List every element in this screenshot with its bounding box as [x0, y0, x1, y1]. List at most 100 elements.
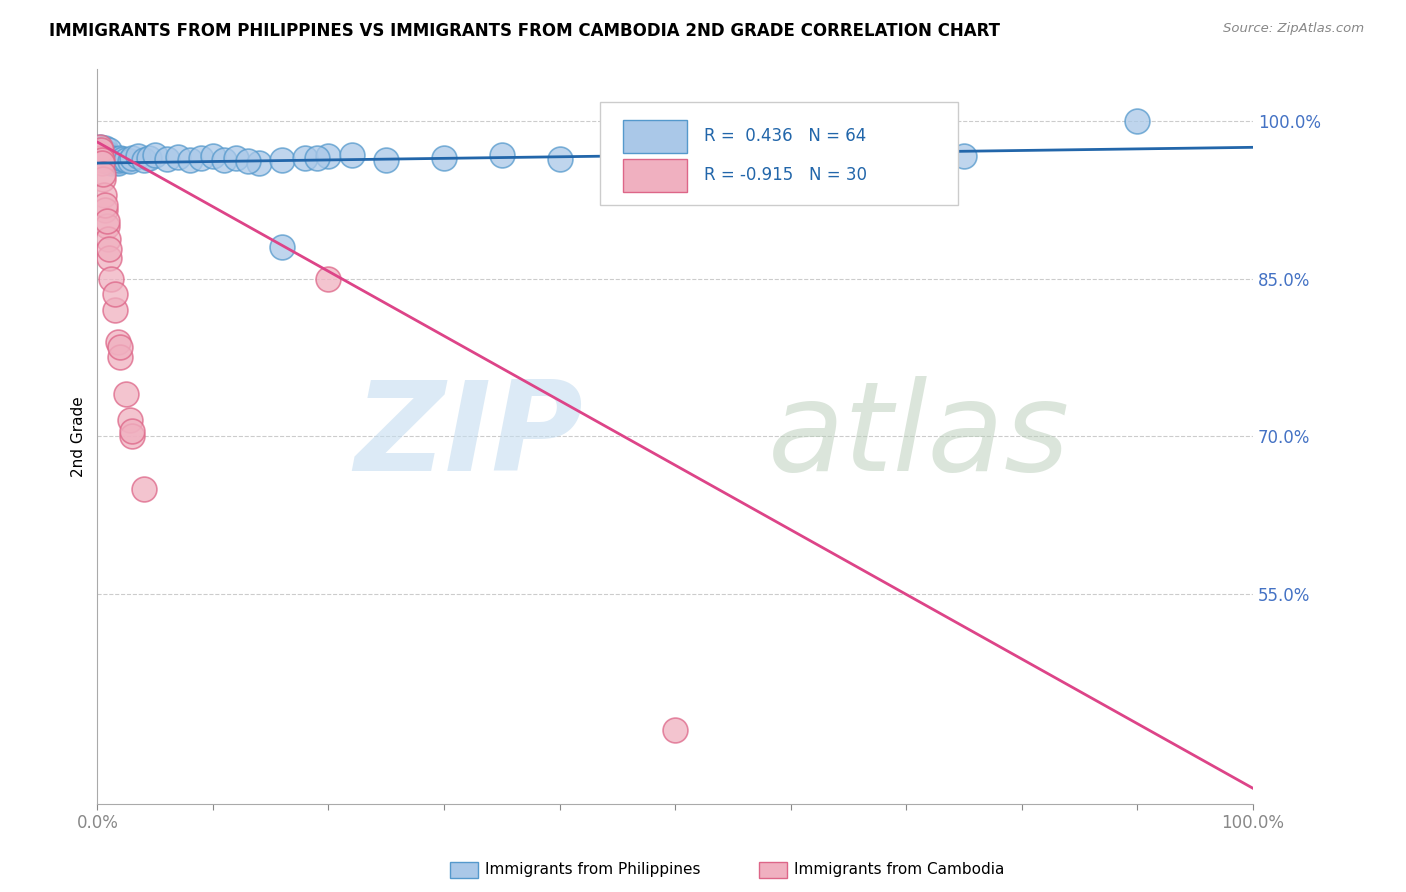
Point	[271, 240, 294, 254]
Point	[896, 151, 918, 165]
Point	[294, 151, 316, 165]
Point	[89, 147, 111, 161]
Text: atlas: atlas	[768, 376, 1070, 497]
Text: IMMIGRANTS FROM PHILIPPINES VS IMMIGRANTS FROM CAMBODIA 2ND GRADE CORRELATION CH: IMMIGRANTS FROM PHILIPPINES VS IMMIGRANT…	[49, 22, 1000, 40]
Point	[132, 482, 155, 496]
Point	[87, 145, 110, 160]
Point	[91, 156, 114, 170]
Point	[87, 145, 110, 160]
Point	[118, 413, 141, 427]
Point	[121, 424, 143, 438]
Point	[97, 251, 120, 265]
Point	[110, 340, 132, 354]
Point	[548, 152, 571, 166]
Text: Source: ZipAtlas.com: Source: ZipAtlas.com	[1223, 22, 1364, 36]
Point	[94, 153, 117, 167]
Point	[433, 151, 456, 165]
Point	[98, 155, 121, 169]
Point	[214, 153, 236, 167]
Point	[97, 147, 120, 161]
Point	[127, 149, 149, 163]
Point	[132, 153, 155, 167]
Y-axis label: 2nd Grade: 2nd Grade	[72, 396, 86, 476]
Point	[97, 232, 120, 246]
Point	[104, 287, 127, 301]
Point	[107, 156, 129, 170]
Text: R =  0.436   N = 64: R = 0.436 N = 64	[704, 128, 866, 145]
Point	[91, 171, 114, 186]
Point	[105, 155, 128, 169]
Point	[179, 153, 201, 167]
Point	[104, 152, 127, 166]
Point	[375, 153, 398, 167]
Point	[247, 156, 270, 170]
Point	[318, 271, 340, 285]
Point	[664, 151, 686, 165]
Point	[318, 149, 340, 163]
Point	[104, 153, 127, 168]
Point	[94, 141, 117, 155]
FancyBboxPatch shape	[623, 120, 686, 153]
Point	[721, 149, 744, 163]
Point	[104, 303, 127, 318]
Text: Immigrants from Philippines: Immigrants from Philippines	[485, 863, 700, 877]
Point	[97, 242, 120, 256]
Text: Immigrants from Cambodia: Immigrants from Cambodia	[794, 863, 1005, 877]
Text: R = -0.915   N = 30: R = -0.915 N = 30	[704, 166, 868, 184]
Point	[90, 144, 112, 158]
Point	[110, 351, 132, 365]
Point	[93, 152, 115, 166]
Point	[111, 152, 134, 166]
Point	[664, 723, 686, 738]
Point	[103, 153, 125, 167]
Point	[89, 147, 111, 161]
Point	[100, 156, 122, 170]
Point	[236, 153, 259, 168]
Point	[953, 149, 976, 163]
Point	[100, 271, 122, 285]
Point	[91, 145, 114, 159]
Point	[121, 151, 143, 165]
Point	[96, 219, 118, 233]
Point	[115, 153, 138, 167]
Point	[93, 146, 115, 161]
Point	[190, 151, 212, 165]
Point	[89, 140, 111, 154]
FancyBboxPatch shape	[600, 102, 959, 204]
Point	[138, 151, 160, 165]
Point	[97, 153, 120, 167]
Point	[96, 145, 118, 160]
Point	[779, 153, 801, 167]
Point	[201, 149, 224, 163]
Point	[837, 150, 859, 164]
Point	[1126, 114, 1149, 128]
Point	[91, 167, 114, 181]
FancyBboxPatch shape	[623, 159, 686, 192]
Point	[90, 151, 112, 165]
Point	[340, 147, 363, 161]
Point	[156, 152, 179, 166]
Point	[108, 153, 131, 167]
Point	[91, 150, 114, 164]
Point	[91, 153, 114, 167]
Point	[94, 198, 117, 212]
Point	[115, 387, 138, 401]
Point	[167, 150, 190, 164]
Point	[97, 151, 120, 165]
Point	[271, 153, 294, 167]
Point	[107, 334, 129, 349]
Point	[121, 429, 143, 443]
Point	[90, 144, 112, 158]
Point	[225, 151, 247, 165]
Point	[96, 153, 118, 168]
Point	[143, 147, 166, 161]
Point	[305, 151, 328, 165]
Point	[110, 151, 132, 165]
Point	[90, 151, 112, 165]
Point	[91, 143, 114, 157]
Point	[606, 150, 628, 164]
Point	[93, 187, 115, 202]
Point	[89, 140, 111, 154]
Point	[97, 144, 120, 158]
Point	[91, 149, 114, 163]
